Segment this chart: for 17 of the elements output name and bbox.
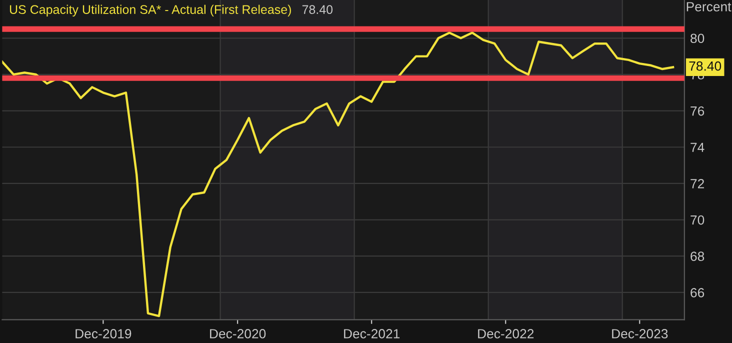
x-tick-label: Dec-2020	[210, 329, 266, 338]
annotation: 78.40	[302, 5, 333, 14]
x-tick-label: Dec-2021	[344, 329, 400, 338]
y-tick-label: 74	[690, 142, 704, 152]
y-tick-label: 76	[690, 106, 704, 116]
y-tick-label: 70	[690, 215, 704, 225]
y-tick-label: 66	[690, 288, 704, 298]
annotation: 78.40	[689, 61, 722, 71]
y-axis-title: Percent	[686, 2, 732, 12]
x-tick-label: Dec-2023	[612, 329, 668, 338]
x-tick-label: Dec-2019	[76, 329, 132, 338]
text: US Capacity Utilization SA* - Actual (First Release)	[10, 4, 291, 16]
y-tick-label: 68	[690, 252, 704, 262]
y-tick-label: 80	[690, 34, 704, 44]
line-series	[2, 32, 674, 318]
y-tick-label: 72	[690, 179, 704, 188]
x-tick-label: Dec-2022	[478, 329, 534, 338]
